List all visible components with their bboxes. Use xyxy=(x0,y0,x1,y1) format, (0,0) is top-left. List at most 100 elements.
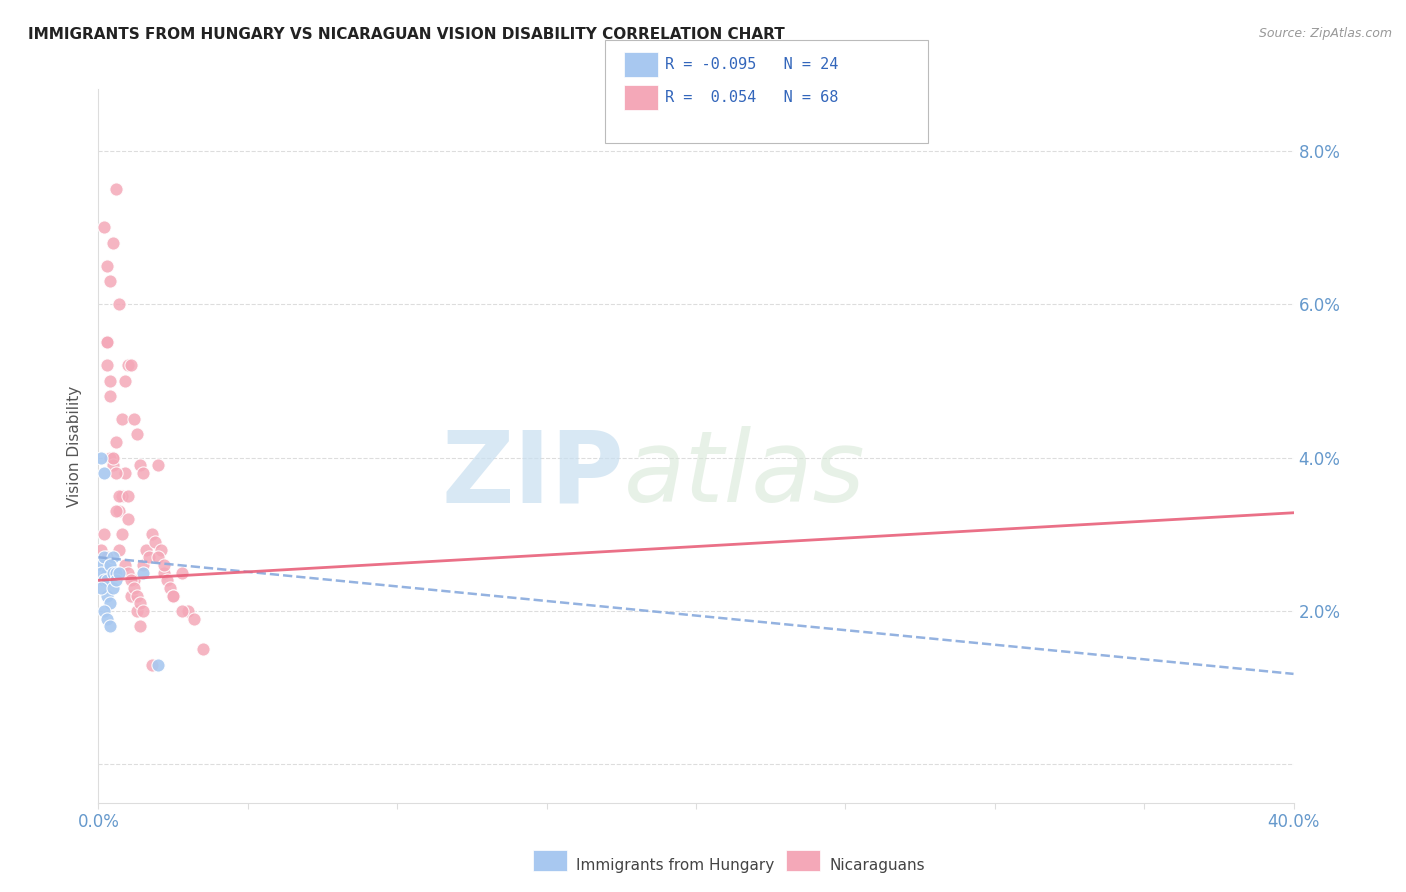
Point xyxy=(114,466,136,480)
Point xyxy=(162,589,184,603)
Point xyxy=(156,574,179,588)
Point xyxy=(93,527,115,541)
Point xyxy=(172,604,194,618)
Point xyxy=(120,359,142,373)
Point xyxy=(105,466,128,480)
Point xyxy=(120,589,142,603)
Point xyxy=(103,550,125,565)
Point xyxy=(96,612,118,626)
Point xyxy=(129,458,152,473)
Point xyxy=(129,619,152,633)
Point xyxy=(132,566,155,580)
Point xyxy=(108,489,131,503)
Point xyxy=(105,574,128,588)
Point xyxy=(162,589,184,603)
Point xyxy=(90,566,112,580)
Point xyxy=(96,574,118,588)
Point xyxy=(108,504,131,518)
Point xyxy=(159,581,181,595)
Point xyxy=(127,427,149,442)
Point xyxy=(103,450,125,465)
Point xyxy=(111,527,134,541)
Point xyxy=(93,604,115,618)
Point xyxy=(90,581,112,595)
Point xyxy=(148,657,170,672)
Text: IMMIGRANTS FROM HUNGARY VS NICARAGUAN VISION DISABILITY CORRELATION CHART: IMMIGRANTS FROM HUNGARY VS NICARAGUAN VI… xyxy=(28,27,785,42)
Point xyxy=(98,450,122,465)
Point xyxy=(153,566,176,580)
Point xyxy=(111,489,134,503)
Point xyxy=(117,566,139,580)
Point xyxy=(141,657,163,672)
Point xyxy=(98,558,122,572)
Point xyxy=(191,642,214,657)
Point xyxy=(132,466,155,480)
Point xyxy=(105,566,128,580)
Point xyxy=(93,220,115,235)
Point xyxy=(114,374,136,388)
Point xyxy=(98,389,122,403)
Point xyxy=(105,182,128,196)
Point xyxy=(124,581,146,595)
Point xyxy=(114,558,136,572)
Point xyxy=(141,527,163,541)
Point xyxy=(96,589,118,603)
Point xyxy=(98,596,122,610)
Point xyxy=(120,574,142,588)
Point xyxy=(172,566,194,580)
Point xyxy=(111,412,134,426)
Text: atlas: atlas xyxy=(624,426,866,523)
Point xyxy=(143,535,166,549)
Point xyxy=(124,412,146,426)
Point xyxy=(127,589,149,603)
Point xyxy=(98,374,122,388)
Point xyxy=(153,558,176,572)
Point xyxy=(103,235,125,250)
Text: Source: ZipAtlas.com: Source: ZipAtlas.com xyxy=(1258,27,1392,40)
Point xyxy=(148,550,170,565)
Point xyxy=(127,604,149,618)
Point xyxy=(132,604,155,618)
Point xyxy=(98,619,122,633)
Point xyxy=(148,458,170,473)
Point xyxy=(96,566,118,580)
Point xyxy=(105,504,128,518)
Point xyxy=(90,542,112,557)
Point xyxy=(96,550,118,565)
Point xyxy=(93,550,115,565)
Point xyxy=(90,558,112,572)
Point xyxy=(117,512,139,526)
Point xyxy=(129,596,152,610)
Point xyxy=(96,335,118,350)
Point xyxy=(93,574,115,588)
Point xyxy=(108,566,131,580)
Point xyxy=(105,435,128,450)
Text: ZIP: ZIP xyxy=(441,426,624,523)
Point xyxy=(183,612,205,626)
Point xyxy=(90,450,112,465)
Point xyxy=(103,566,125,580)
Point xyxy=(124,574,146,588)
Point xyxy=(103,450,125,465)
Point xyxy=(96,259,118,273)
Point xyxy=(177,604,200,618)
Text: R = -0.095   N = 24: R = -0.095 N = 24 xyxy=(665,57,838,72)
Point xyxy=(108,297,131,311)
Y-axis label: Vision Disability: Vision Disability xyxy=(67,385,83,507)
Point xyxy=(117,489,139,503)
Point xyxy=(132,558,155,572)
Point xyxy=(117,359,139,373)
Point xyxy=(103,581,125,595)
Point xyxy=(150,542,173,557)
Point xyxy=(138,550,160,565)
Point xyxy=(108,542,131,557)
Text: Immigrants from Hungary: Immigrants from Hungary xyxy=(576,858,775,872)
Text: R =  0.054   N = 68: R = 0.054 N = 68 xyxy=(665,90,838,105)
Point xyxy=(93,466,115,480)
Point xyxy=(135,542,157,557)
Point xyxy=(96,335,118,350)
Point xyxy=(98,558,122,572)
Text: Nicaraguans: Nicaraguans xyxy=(830,858,925,872)
Point xyxy=(98,274,122,288)
Point xyxy=(103,458,125,473)
